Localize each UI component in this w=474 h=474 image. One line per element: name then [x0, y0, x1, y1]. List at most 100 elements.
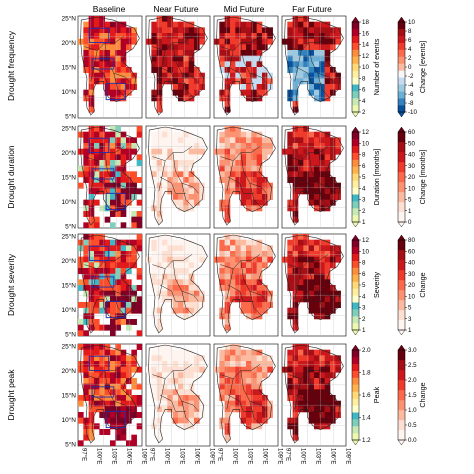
colorbar-label: Change [months]	[418, 150, 427, 205]
colorbar-segment	[352, 187, 359, 195]
colorbar-segment	[398, 300, 405, 311]
longitude-tick-label: 103°E	[111, 448, 117, 464]
colorbar-tick-label: 12	[362, 53, 369, 60]
colorbar-baseline: 2 4 6 8 10 12 14 16 18 Number of events	[351, 16, 381, 118]
map-panel	[213, 233, 279, 337]
map-panel	[213, 125, 279, 229]
colorbar-segment	[352, 215, 359, 223]
map-panel	[281, 233, 347, 337]
colorbar-segment	[352, 166, 359, 174]
colorbar-segment	[352, 370, 359, 378]
map-panel	[213, 15, 279, 119]
longitude-tick-label: 106°E	[330, 448, 336, 464]
colorbar-segment	[398, 280, 405, 291]
colorbar-segment	[352, 42, 359, 50]
map-panel	[77, 15, 143, 119]
colorbar-tick-label: 8	[362, 75, 366, 82]
column-headers: Baseline Near Future Mid Future Far Futu…	[93, 4, 332, 14]
latitude-tick-label: 5°N	[65, 113, 76, 121]
colorbar-segment	[398, 28, 405, 37]
longitude-tick-label: 103°E	[315, 448, 321, 464]
colorbar-tick-label: 10	[408, 19, 415, 26]
colorbar-tick-label: 50	[408, 140, 415, 147]
colorbar-segment	[398, 420, 405, 431]
colorbar-segment	[352, 419, 359, 427]
colorbar-segment	[352, 309, 359, 317]
colorbar-tick-label: 5	[408, 305, 412, 312]
colorbar-tick-label: 2	[362, 208, 366, 215]
latitude-tick-label: 15°N	[61, 64, 76, 72]
colorbar-tick-label: 20	[408, 174, 415, 181]
colorbar-segment	[352, 145, 359, 153]
colorbar-segment	[398, 270, 405, 281]
colorbar-tick-label: 1.8	[362, 370, 371, 377]
colorbar-tick-label: 1	[408, 208, 412, 215]
colorbar-tick-label: 4	[362, 185, 366, 192]
colorbar-segment	[352, 323, 359, 331]
colorbar-segment	[398, 240, 405, 251]
latitude-tick-label: 25°N	[61, 125, 76, 133]
colorbar-tick-label: 10	[362, 64, 369, 71]
longitude-tick-label: 97°E	[217, 448, 223, 461]
colorbar-segment	[352, 426, 359, 434]
row-label-drought-duration: Drought duration	[6, 145, 16, 209]
longitude-tick-label: 106°E	[194, 448, 200, 464]
colorbar-segment	[352, 77, 359, 85]
colorbar-segment	[352, 391, 359, 399]
colorbar-segment	[398, 182, 405, 193]
latitude-tick-label: 15°N	[61, 392, 76, 400]
colorbar-tick-label: 1.2	[362, 437, 371, 444]
colorbar-segment	[352, 260, 359, 268]
colorbar-segment	[398, 360, 405, 371]
map-panel	[77, 233, 143, 337]
column-title-baseline: Baseline	[93, 4, 126, 14]
colorbar-segment	[352, 22, 359, 30]
longitude-tick-label: 109°E	[209, 448, 215, 464]
longitude-tick-label: 109°E	[277, 448, 283, 464]
colorbar-segment	[352, 377, 359, 385]
longitude-tick-label: 100°E	[300, 448, 306, 464]
colorbar-segment	[352, 91, 359, 99]
colorbar-tick-label: 2.5	[408, 362, 417, 369]
colorbar-tick-label: 60	[408, 129, 415, 136]
colorbar-change: 0 1 5 10 20 30 40 50 60 Change [months]	[397, 126, 427, 228]
colorbar-segment	[352, 70, 359, 78]
latitude-tick-label: 15°N	[61, 282, 76, 290]
colorbar-segment	[398, 202, 405, 213]
colorbar-tick-label: 20	[408, 282, 415, 289]
colorbar-segment	[398, 132, 405, 143]
colorbar-segment	[352, 105, 359, 113]
colorbar-tick-label: -4	[408, 82, 414, 89]
colorbar-tick-label: 2	[362, 316, 366, 323]
colorbar-tick-label: 3	[408, 316, 412, 323]
colorbar-segment	[352, 138, 359, 147]
colorbar-segment	[352, 302, 359, 310]
map-panel	[145, 15, 211, 119]
column-title-far-future: Far Future	[292, 4, 332, 14]
row-label-drought-frequency: Drought frequency	[6, 30, 16, 101]
colorbar-segment	[352, 253, 359, 261]
latitude-tick-label: 10°N	[61, 306, 76, 314]
colorbar-segment	[398, 142, 405, 153]
colorbar-segment	[352, 350, 359, 358]
map-panel	[281, 15, 347, 119]
colorbar-segment	[352, 281, 359, 289]
colorbar-change: 0.0 0.5 1.0 1.5 2.0 2.5 3.0 Change	[397, 344, 427, 446]
colorbar-segment	[352, 240, 359, 248]
colorbar-segment	[398, 56, 405, 64]
colorbar-tick-label: 2	[362, 109, 366, 116]
map-panel	[77, 343, 143, 447]
colorbar-label: Change	[418, 382, 427, 407]
colorbar-tick-label: -10	[408, 109, 418, 116]
colorbar-segment	[398, 63, 405, 71]
longitude-tick-label: 103°E	[179, 448, 185, 464]
colorbar-segment	[352, 412, 359, 420]
colorbar-label: Change [events]	[418, 41, 427, 93]
colorbar-tick-label: 3	[362, 305, 366, 312]
column-title-mid-future: Mid Future	[224, 4, 265, 14]
colorbar-segment	[398, 370, 405, 381]
colorbar-tick-label: 10	[362, 140, 369, 147]
colorbar-segment	[398, 84, 405, 92]
latitude-tick-label: 25°N	[61, 343, 76, 351]
